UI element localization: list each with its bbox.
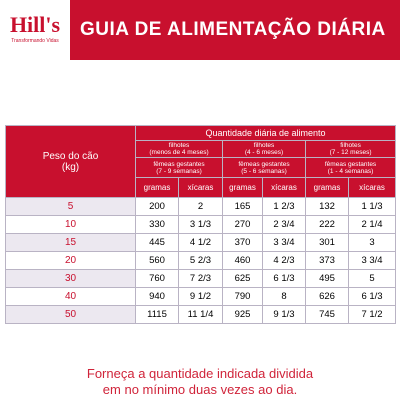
group-label-line: fêmeas gestantes bbox=[238, 160, 290, 168]
data-row: 30 760 7 2/3 625 6 1/3 495 5 bbox=[5, 269, 397, 288]
amount-cell: 222 bbox=[305, 215, 349, 234]
amount-cell: 925 bbox=[222, 305, 263, 324]
group-label-line: (4 - 6 meses) bbox=[244, 149, 284, 156]
group-label-line: (7 - 9 semanas) bbox=[156, 167, 202, 175]
amount-cell: 4 1/2 bbox=[178, 233, 223, 252]
group-label: filhotes (menos de 4 meses) bbox=[135, 140, 223, 158]
data-row: 5 200 2 165 1 2/3 132 1 1/3 bbox=[5, 197, 397, 216]
amount-cell: 270 bbox=[222, 215, 263, 234]
weight-cell: 15 bbox=[5, 233, 136, 252]
group-row: filhotes (menos de 4 meses) filhotes (4 - 6… bbox=[6, 140, 397, 158]
amount-cell: 1 2/3 bbox=[262, 197, 306, 216]
unit-label: xícaras bbox=[178, 177, 223, 198]
amount-cell: 626 bbox=[305, 287, 349, 306]
group-label-line: (5 - 6 semanas) bbox=[241, 167, 287, 175]
amount-cell: 8 bbox=[262, 287, 306, 306]
group-label-line: (menos de 4 meses) bbox=[149, 149, 209, 156]
logo: Hill's Transformando Vidas bbox=[0, 0, 70, 60]
amount-cell: 301 bbox=[305, 233, 349, 252]
amount-cell: 7 2/3 bbox=[178, 269, 223, 288]
amount-cell: 560 bbox=[135, 251, 179, 270]
logo-tagline: Transformando Vidas bbox=[11, 38, 59, 44]
data-row: 10 330 3 1/3 270 2 3/4 222 2 1/4 bbox=[5, 215, 397, 234]
footer-note: Forneça a quantidade indicada dividida e… bbox=[0, 366, 400, 398]
amount-cell: 11 1/4 bbox=[178, 305, 223, 324]
amount-cell: 3 1/3 bbox=[178, 215, 223, 234]
group-label-line: fêmeas gestantes bbox=[153, 160, 205, 168]
footer-line: em no mínimo duas vezes ao dia. bbox=[102, 382, 298, 397]
amount-cell: 7 1/2 bbox=[347, 305, 397, 324]
weight-cell: 30 bbox=[5, 269, 136, 288]
header-band: Hill's Transformando Vidas GUIA DE ALIME… bbox=[0, 0, 400, 60]
unit-label: xícaras bbox=[347, 177, 397, 198]
group-label: fêmeas gestantes (5 - 6 semanas) bbox=[222, 157, 306, 178]
amount-cell: 790 bbox=[222, 287, 263, 306]
group-label: fêmeas gestantes (7 - 9 semanas) bbox=[135, 157, 223, 178]
data-row: 50 1115 11 1/4 925 9 1/3 745 7 1/2 bbox=[5, 305, 397, 324]
amount-cell: 132 bbox=[305, 197, 349, 216]
amount-cell: 4 2/3 bbox=[262, 251, 306, 270]
group-row: fêmeas gestantes (7 - 9 semanas) fêmeas ge… bbox=[6, 157, 397, 178]
weight-header-line: Peso do cão bbox=[42, 150, 99, 162]
amount-cell: 370 bbox=[222, 233, 263, 252]
feeding-table: Peso do cão (kg) Quantidade diária de alim… bbox=[5, 125, 397, 324]
amount-cell: 3 bbox=[347, 233, 397, 252]
amount-cell: 6 1/3 bbox=[262, 269, 306, 288]
amount-cell: 9 1/3 bbox=[262, 305, 306, 324]
unit-label: gramas bbox=[222, 177, 263, 198]
amount-cell: 3 3/4 bbox=[262, 233, 306, 252]
weight-header-line: (kg) bbox=[61, 161, 80, 173]
group-label-line: filhotes bbox=[253, 142, 275, 149]
amount-cell: 940 bbox=[135, 287, 179, 306]
amount-cell: 5 2/3 bbox=[178, 251, 223, 270]
amount-cell: 165 bbox=[222, 197, 263, 216]
weight-cell: 40 bbox=[5, 287, 136, 306]
unit-label: gramas bbox=[135, 177, 179, 198]
group-label-line: fêmeas gestantes bbox=[324, 160, 377, 168]
weight-cell: 20 bbox=[5, 251, 136, 270]
group-label-line: filhotes bbox=[340, 142, 361, 149]
amount-cell: 625 bbox=[222, 269, 263, 288]
amount-cell: 745 bbox=[305, 305, 349, 324]
amount-cell: 1 1/3 bbox=[347, 197, 397, 216]
unit-label: gramas bbox=[305, 177, 349, 198]
footer-line: Forneça a quantidade indicada dividida bbox=[86, 366, 314, 381]
amount-cell: 445 bbox=[135, 233, 179, 252]
amount-cell: 2 3/4 bbox=[262, 215, 306, 234]
amount-cell: 3 3/4 bbox=[347, 251, 397, 270]
weight-cell: 10 bbox=[5, 215, 136, 234]
data-row: 15 445 4 1/2 370 3 3/4 301 3 bbox=[5, 233, 397, 252]
amount-cell: 2 1/4 bbox=[347, 215, 397, 234]
weight-cell: 5 bbox=[5, 197, 136, 216]
data-row: 20 560 5 2/3 460 4 2/3 373 3 3/4 bbox=[5, 251, 397, 270]
logo-text: Hill's bbox=[9, 12, 61, 37]
amount-cell: 495 bbox=[305, 269, 349, 288]
weight-header: Peso do cão (kg) bbox=[5, 125, 136, 198]
amount-cell: 200 bbox=[135, 197, 179, 216]
unit-row: gramas xícaras gramas xícaras gramas xícaras bbox=[6, 177, 397, 198]
unit-label: xícaras bbox=[262, 177, 306, 198]
amount-cell: 1115 bbox=[135, 305, 179, 324]
amount-cell: 330 bbox=[135, 215, 179, 234]
amount-cell: 2 bbox=[178, 197, 223, 216]
group-label-line: filhotes bbox=[168, 142, 190, 149]
amount-cell: 6 1/3 bbox=[347, 287, 397, 306]
amount-cell: 460 bbox=[222, 251, 263, 270]
group-label-line: (1 - 4 semanas) bbox=[327, 167, 374, 175]
weight-cell: 50 bbox=[5, 305, 136, 324]
group-title: Quantidade diária de alimento bbox=[134, 125, 397, 141]
group-label: filhotes (7 - 12 meses) bbox=[304, 140, 397, 158]
page-title: GUIA DE ALIMENTAÇÃO DIÁRIA bbox=[80, 19, 386, 40]
amount-cell: 9 1/2 bbox=[178, 287, 223, 306]
group-label: fêmeas gestantes (1 - 4 semanas) bbox=[304, 157, 397, 178]
amount-cell: 5 bbox=[347, 269, 397, 288]
data-row: 40 940 9 1/2 790 8 626 6 1/3 bbox=[5, 287, 397, 306]
amount-cell: 373 bbox=[305, 251, 349, 270]
group-label-line: (7 - 12 meses) bbox=[329, 149, 372, 156]
header-row: Peso do cão (kg) Quantidade diária de alim… bbox=[5, 125, 397, 198]
amount-cell: 760 bbox=[135, 269, 179, 288]
group-label: filhotes (4 - 6 meses) bbox=[222, 140, 306, 158]
